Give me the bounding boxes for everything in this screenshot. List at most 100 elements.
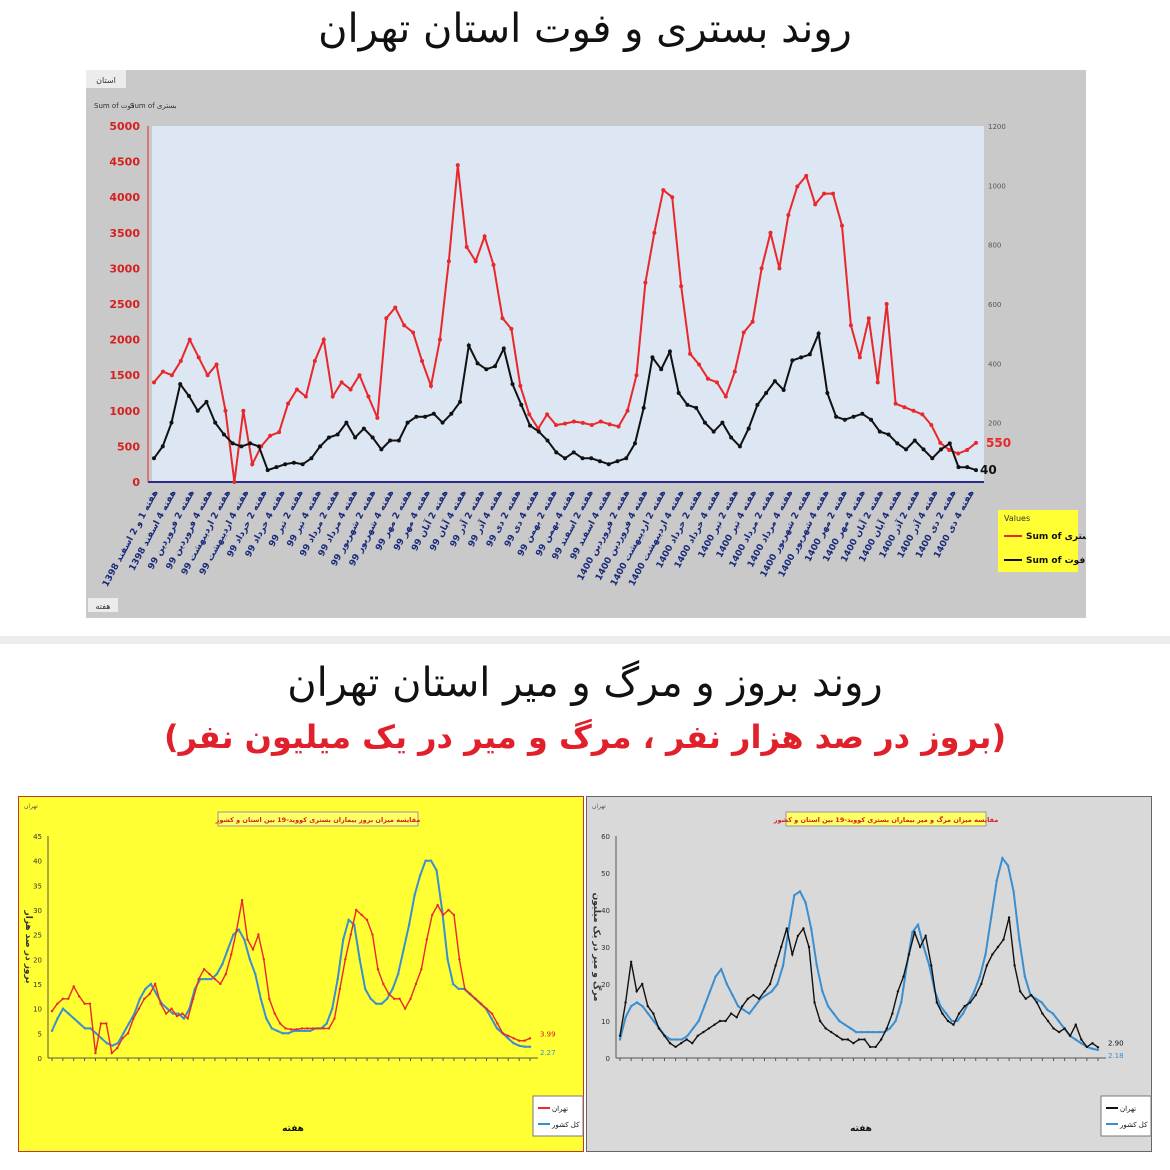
bottom-title: روند بروز و مرگ و میر استان تهران [287,660,883,706]
right-tick-label: 1000 [988,182,1006,190]
data-point-1 [877,1030,880,1034]
data-point-deaths [746,426,751,431]
data-point-0 [338,987,342,991]
data-point-1 [265,1017,268,1020]
data-point-deaths [851,414,856,419]
end-label-hospitalized: 550 [986,436,1011,450]
data-point-0 [963,1005,966,1008]
data-point-hospitalized [750,319,755,324]
data-point-deaths [466,343,471,348]
data-point-hospitalized [679,284,684,289]
data-point-hospitalized [866,316,871,321]
data-point-deaths [493,364,498,369]
data-point-deaths [379,447,384,452]
data-point-1 [78,1022,81,1025]
data-point-deaths [221,432,226,437]
data-point-1 [528,1045,532,1049]
data-point-0 [137,1007,141,1010]
data-point-0 [907,953,911,956]
data-point-1 [888,1027,892,1030]
data-point-0 [56,1002,59,1005]
data-point-0 [991,953,994,956]
y-tick-label: 0 [38,1055,42,1063]
data-point-0 [311,1027,314,1030]
data-point-hospitalized [339,380,344,385]
data-point-0 [425,938,428,941]
data-point-1 [804,901,807,904]
data-point-0 [175,1014,179,1018]
data-point-1 [781,964,785,967]
data-point-deaths [300,462,305,467]
filter-button[interactable] [86,70,126,88]
y-tick-label: 60 [601,833,610,841]
data-point-1 [303,1029,306,1033]
data-point-1 [928,964,931,967]
data-point-deaths [414,414,419,419]
data-point-deaths [580,456,585,461]
data-point-0 [365,918,369,922]
data-point-1 [243,938,246,941]
data-point-1 [89,1027,92,1030]
data-point-hospitalized [848,323,853,328]
data-point-hospitalized [661,188,666,193]
right-tick-label: 800 [988,242,1001,250]
data-point-0 [376,968,380,971]
data-point-deaths [886,432,891,437]
data-point-deaths [720,420,725,425]
data-point-hospitalized [312,358,317,363]
data-point-0 [741,1005,744,1008]
data-point-1 [363,987,367,991]
data-point-1 [122,1032,125,1035]
chart-title-box [785,811,987,827]
data-point-0 [126,1032,130,1035]
data-point-deaths [475,361,480,366]
data-point-1 [341,938,345,941]
right-tick-label: 1200 [988,123,1006,131]
data-point-0 [930,964,933,967]
data-point-hospitalized [571,419,576,424]
data-point-0 [72,985,75,988]
data-point-1 [989,916,993,919]
data-point-0 [768,982,772,986]
axis-field-button[interactable] [88,598,118,612]
data-point-hospitalized [446,259,451,264]
data-point-0 [344,958,347,961]
data-point-deaths [283,462,288,467]
data-point-1 [894,1019,897,1023]
data-point-hospitalized [518,383,523,388]
data-point-0 [414,982,418,986]
field-label-a: Sum of فوت [94,102,134,110]
data-point-0 [409,997,412,1000]
data-point-1 [652,1019,655,1023]
data-point-deaths [904,447,909,452]
data-point-0 [110,1051,113,1055]
data-point-deaths [501,346,506,351]
data-point-0 [707,1027,711,1030]
y-tick-label: 30 [601,944,610,952]
data-point-hospitalized [723,394,728,399]
data-point-0 [278,1022,282,1025]
small-chart-title: مقایسه میزان بروز بیماران بستری کووید-19… [215,816,421,824]
data-point-deaths [772,379,777,384]
data-point-deaths [326,435,331,440]
data-point-hospitalized [268,433,273,438]
data-point-0 [729,1012,733,1015]
data-point-0 [420,968,423,971]
data-point-0 [360,913,363,917]
data-point-deaths [921,447,926,452]
data-point-hospitalized [965,447,970,452]
data-point-1 [731,993,734,997]
data-point-1 [325,1022,328,1025]
data-point-0 [896,990,900,993]
right-tick-label: 400 [988,360,1001,368]
data-point-1 [720,968,723,971]
y-tick-label: 40 [33,858,42,866]
data-point-0 [874,1045,877,1049]
data-point-hospitalized [241,408,246,413]
data-point-0 [996,945,1000,949]
data-point-hospitalized [759,266,764,271]
data-point-0 [791,953,794,956]
data-point-hospitalized [625,408,630,413]
data-point-0 [398,997,401,1000]
data-point-1 [708,990,712,993]
